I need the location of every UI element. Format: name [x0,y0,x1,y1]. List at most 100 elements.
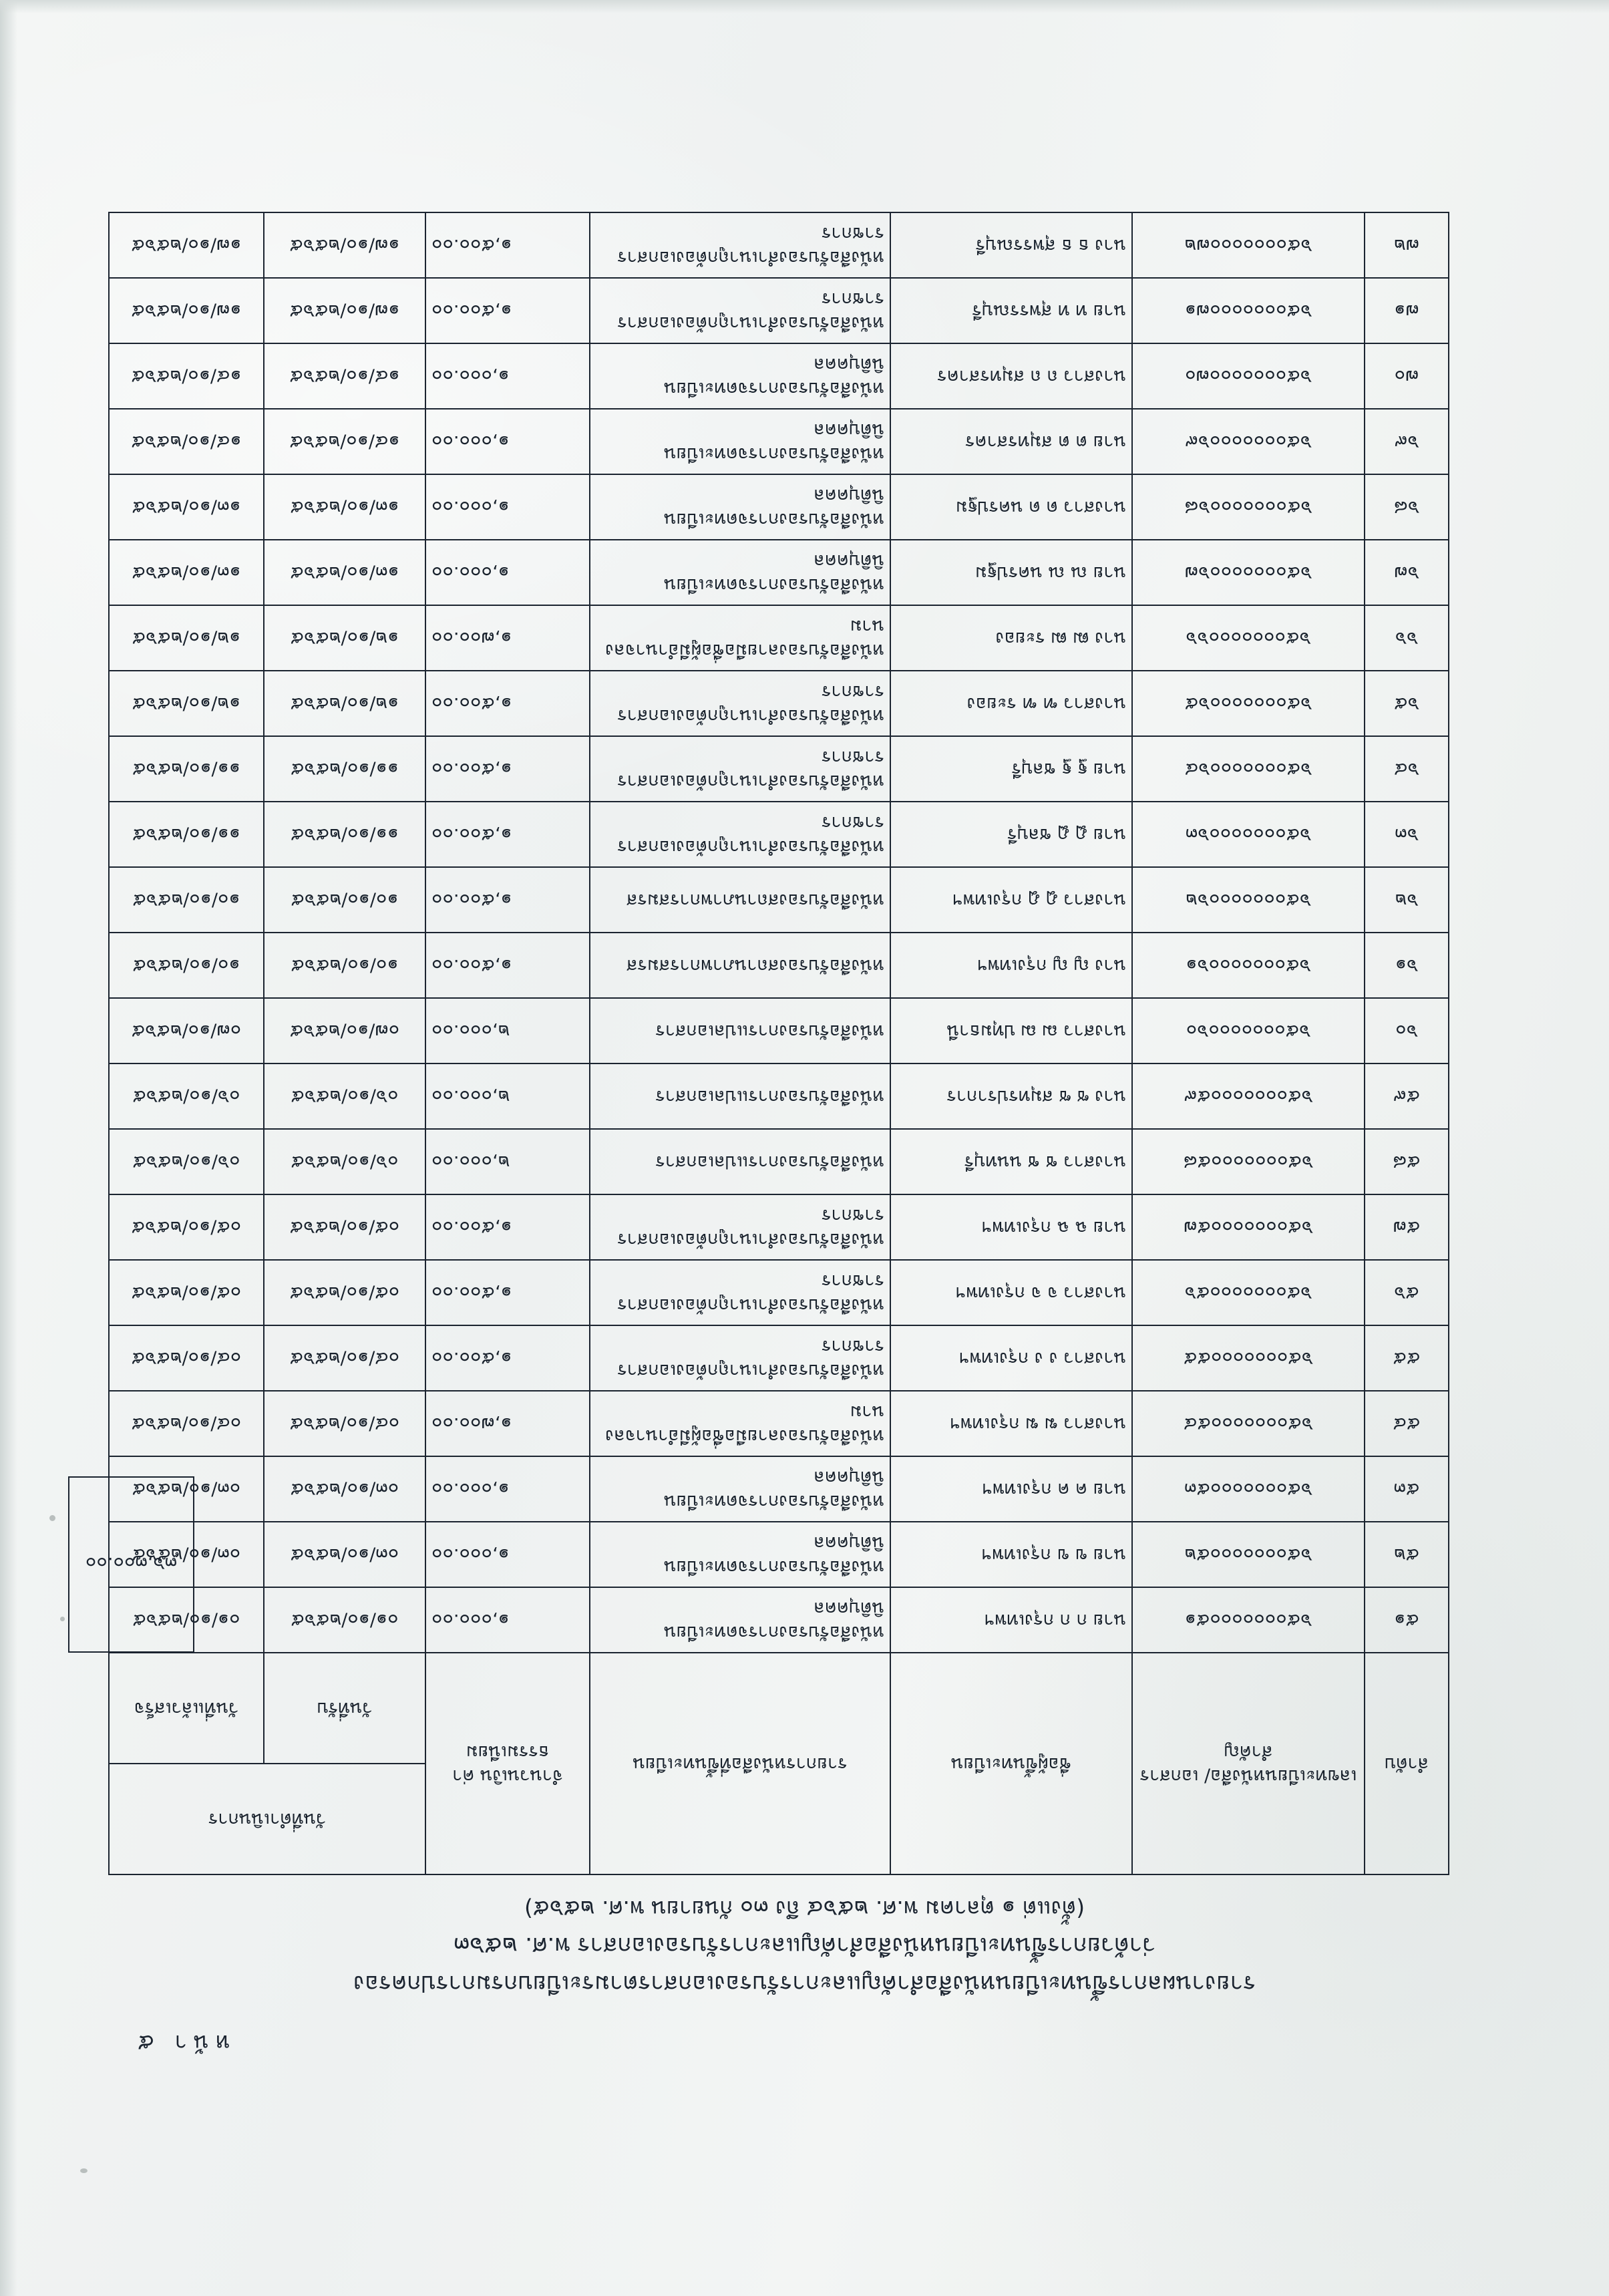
cell-fee: ๑,๗๐๐.๐๐ [425,1391,590,1456]
cell-date-recv: ๐๔/๑๐/๒๕๖๕ [264,1391,425,1456]
cell-name: นาง ญ ญ กรุงเทพฯ [890,933,1132,998]
cell-fee: ๑,๐๐๐.๐๐ [425,1522,590,1587]
cell-date-done: ๐๖/๑๐/๒๕๖๕ [109,1129,264,1194]
cell-fee: ๑,๕๐๐.๐๐ [425,1325,590,1391]
cell-fee: ๑,๐๐๐.๐๐ [425,540,590,605]
table-row: ๖๑ ๖๕๐๐๐๐๐๐๐๖๑ นาง ญ ญ กรุงเทพฯ หนังสือรับร… [109,933,1449,998]
cell-date-recv: ๑๐/๑๐/๒๕๖๕ [264,867,425,933]
cell-no: ๗๐ [1365,343,1449,409]
cell-regno: ๖๕๐๐๐๐๐๐๐๖๗ [1132,540,1365,605]
table-head: ลำดับ เลขทะเบียนหนังสือ/ เอกสารสำคัญ ชื่… [109,1653,1449,1874]
cell-fee: ๒,๐๐๐.๐๐ [425,998,590,1063]
cell-date-recv: ๐๕/๑๐/๒๕๖๕ [264,1194,425,1260]
col-header-date-group: วันที่ดำเนินการ [109,1764,425,1874]
cell-name: นางสาว จ จ กรุงเทพฯ [890,1260,1132,1325]
cell-fee: ๑,๗๐๐.๐๐ [425,605,590,671]
cell-no: ๖๖ [1365,605,1449,671]
cell-regno: ๖๕๐๐๐๐๐๐๐๖๔ [1132,736,1365,802]
cell-date-recv: ๑๒/๑๐/๒๕๖๕ [264,671,425,736]
cell-date-recv: ๑๗/๑๐/๒๕๖๕ [264,278,425,343]
cell-fee: ๑,๐๐๐.๐๐ [425,409,590,474]
cell-name: นาย ฐ ฐ ชลบุรี [890,736,1132,802]
cell-desc: หนังสือรับรองสำเนาถูกต้องเอกสารราชการ [590,802,890,867]
cell-no: ๖๐ [1365,998,1449,1063]
cell-date-recv: ๐๓/๑๐/๒๕๖๕ [264,1456,425,1522]
table-row: ๕๕ ๖๕๐๐๐๐๐๐๐๕๕ นางสาว ง ง กรุงเทพฯ หนังสือร… [109,1325,1449,1391]
cell-date-recv: ๐๑/๑๐/๒๕๖๕ [264,1587,425,1653]
cell-regno: ๖๕๐๐๐๐๐๐๐๗๒ [1132,212,1365,278]
cell-date-done: ๑๒/๑๐/๒๕๖๕ [109,605,264,671]
cell-date-recv: ๑๒/๑๐/๒๕๖๕ [264,605,425,671]
cell-regno: ๖๕๐๐๐๐๐๐๐๕๔ [1132,1391,1365,1456]
cell-date-recv: ๑๑/๑๐/๒๕๖๕ [264,736,425,802]
cell-no: ๕๙ [1365,1063,1449,1129]
total-amount-box: ๓๖,๓๐๐.๐๐ [68,1476,194,1653]
cell-no: ๕๑ [1365,1587,1449,1653]
table-row: ๗๐ ๖๕๐๐๐๐๐๐๐๗๐ นางสาว ถ ถ สมุทรสาคร หนังสือ… [109,343,1449,409]
cell-date-recv: ๑๓/๑๐/๒๕๖๕ [264,540,425,605]
cell-date-done: ๑๔/๑๐/๒๕๖๕ [109,343,264,409]
cell-name: นาย ท ท สุพรรณบุรี [890,278,1132,343]
cell-date-done: ๑๗/๑๐/๒๕๖๕ [109,212,264,278]
cell-no: ๖๔ [1365,736,1449,802]
cell-name: นางสาว ช ช นนทบุรี [890,1129,1132,1194]
cell-date-done: ๑๔/๑๐/๒๕๖๕ [109,409,264,474]
col-header-regno: เลขทะเบียนหนังสือ/ เอกสารสำคัญ [1132,1653,1365,1874]
cell-regno: ๖๕๐๐๐๐๐๐๐๖๑ [1132,933,1365,998]
cell-desc: หนังสือรับรองสำเนาถูกต้องเอกสารราชการ [590,1260,890,1325]
registration-table: ลำดับ เลขทะเบียนหนังสือ/ เอกสารสำคัญ ชื่… [108,212,1449,1875]
cell-date-recv: ๐๗/๑๐/๒๕๖๕ [264,998,425,1063]
cell-fee: ๑,๕๐๐.๐๐ [425,671,590,736]
cell-date-done: ๑๐/๑๐/๒๕๖๕ [109,933,264,998]
cell-name: นางสาว ฑ ฑ ระยอง [890,671,1132,736]
table-row: ๖๔ ๖๕๐๐๐๐๐๐๐๖๔ นาย ฐ ฐ ชลบุรี หนังสือรับรอง… [109,736,1449,802]
cell-name: นาง ฒ ฒ ระยอง [890,605,1132,671]
cell-date-recv: ๑๐/๑๐/๒๕๖๕ [264,933,425,998]
cell-date-recv: ๐๔/๑๐/๒๕๖๕ [264,1325,425,1391]
cell-name: นาย ข ข กรุงเทพฯ [890,1522,1132,1587]
cell-date-done: ๑๗/๑๐/๒๕๖๕ [109,278,264,343]
cell-name: นาง ซ ซ สมุทรปราการ [890,1063,1132,1129]
report-period-line: (ตั้งแต่ ๑ ตุลาคม พ.ศ. ๒๕๖๔ ถึง ๓๐ กันยา… [524,1895,1085,1922]
cell-fee: ๑,๐๐๐.๐๐ [425,343,590,409]
report-title-line-1: รายงานผลการขึ้นทะเบียนหนังสือสำคัญและการ… [353,1970,1256,1997]
cell-date-done: ๐๕/๑๐/๒๕๖๕ [109,1260,264,1325]
cell-regno: ๖๕๐๐๐๐๐๐๐๖๙ [1132,409,1365,474]
cell-date-recv: ๑๔/๑๐/๒๕๖๕ [264,343,425,409]
cell-no: ๖๘ [1365,474,1449,540]
cell-no: ๕๔ [1365,1391,1449,1456]
cell-regno: ๖๕๐๐๐๐๐๐๐๕๒ [1132,1522,1365,1587]
cell-desc: หนังสือรับรองการจดทะเบียนนิติบุคคล [590,474,890,540]
cell-regno: ๖๕๐๐๐๐๐๐๐๕๗ [1132,1194,1365,1260]
cell-name: นางสาว ฆ ฆ กรุงเทพฯ [890,1391,1132,1456]
cell-desc: หนังสือรับรองสำเนาถูกต้องเอกสารราชการ [590,736,890,802]
cell-date-recv: ๐๓/๑๐/๒๕๖๕ [264,1522,425,1587]
table-row: ๕๓ ๖๕๐๐๐๐๐๐๐๕๓ นาย ค ค กรุงเทพฯ หนังสือรับร… [109,1456,1449,1522]
cell-no: ๖๒ [1365,867,1449,933]
cell-desc: หนังสือรับรองการจดทะเบียนนิติบุคคล [590,1522,890,1587]
table-row: ๕๘ ๖๕๐๐๐๐๐๐๐๕๘ นางสาว ช ช นนทบุรี หนังสือรั… [109,1129,1449,1194]
cell-no: ๗๒ [1365,212,1449,278]
cell-regno: ๖๕๐๐๐๐๐๐๐๕๕ [1132,1325,1365,1391]
cell-no: ๖๑ [1365,933,1449,998]
cell-fee: ๒,๐๐๐.๐๐ [425,1129,590,1194]
table-row: ๖๐ ๖๕๐๐๐๐๐๐๐๖๐ นางสาว ฌ ฌ ปทุมธานี หนังสือร… [109,998,1449,1063]
header-row-1: ลำดับ เลขทะเบียนหนังสือ/ เอกสารสำคัญ ชื่… [109,1653,1449,1874]
table-row: ๕๑ ๖๕๐๐๐๐๐๐๐๕๑ นาย ก ก กรุงเทพฯ หนังสือรับร… [109,1587,1449,1653]
cell-desc: หนังสือรับรองสำเนาถูกต้องเอกสารราชการ [590,278,890,343]
cell-fee: ๑,๕๐๐.๐๐ [425,278,590,343]
cell-date-done: ๐๗/๑๐/๒๕๖๕ [109,998,264,1063]
cell-desc: หนังสือรับรองสถานภาพการสมรส [590,933,890,998]
cell-date-done: ๐๖/๑๐/๒๕๖๕ [109,1063,264,1129]
page-folio: หน้า ๕ [131,2030,230,2056]
cell-desc: หนังสือรับรองการแปลเอกสาร [590,1063,890,1129]
cell-name: นางสาว ด ด นครปฐม [890,474,1132,540]
cell-date-recv: ๑๓/๑๐/๒๕๖๕ [264,474,425,540]
cell-date-recv: ๑๑/๑๐/๒๕๖๕ [264,802,425,867]
table-row: ๖๘ ๖๕๐๐๐๐๐๐๐๖๘ นางสาว ด ด นครปฐม หนังสือรับ… [109,474,1449,540]
col-header-no: ลำดับ [1365,1653,1449,1874]
cell-date-done: ๑๒/๑๐/๒๕๖๕ [109,671,264,736]
